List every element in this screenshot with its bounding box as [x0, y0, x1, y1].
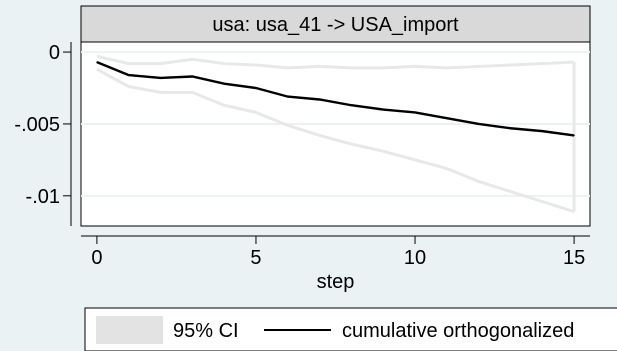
legend-line-label: cumulative orthogonalized [342, 320, 574, 342]
x-axis-title: step [317, 271, 355, 293]
data-point [318, 98, 321, 101]
facet-label: usa: usa_41 -> USA_import [212, 14, 459, 36]
legend-box [84, 307, 617, 351]
data-point [382, 108, 384, 111]
y-tick-label: -.005 [14, 114, 60, 136]
ci-lower-line [96, 67, 575, 214]
y-axis: 0 -.005 -.01 [14, 42, 72, 226]
data-point [350, 104, 353, 106]
facet-header: usa: usa_41 -> USA_import [80, 5, 591, 43]
data-point [191, 75, 193, 78]
x-tick-label: 5 [250, 247, 261, 269]
confidence-band [96, 54, 576, 214]
legend-ci-swatch [96, 316, 163, 344]
plot-area [80, 41, 591, 227]
data-point [128, 74, 130, 76]
data-point [478, 123, 480, 125]
data-point [414, 111, 416, 114]
data-point [446, 117, 448, 119]
series-line [96, 61, 575, 137]
ci-upper-line [96, 54, 575, 70]
y-tick-label: -.01 [26, 186, 60, 208]
data-point [223, 83, 225, 85]
data-point [96, 61, 98, 63]
grid-lines [81, 51, 590, 197]
data-point [509, 127, 512, 129]
x-tick-label: 0 [91, 247, 102, 269]
facet-header-box [80, 5, 591, 43]
legend: 95% CI cumulative orthogonalized [84, 307, 617, 351]
x-tick-label: 10 [404, 247, 426, 269]
series-group [96, 61, 575, 137]
data-point [573, 134, 575, 137]
data-point [287, 96, 289, 98]
x-axis: 0 5 10 15 [81, 235, 590, 269]
data-point [255, 87, 257, 89]
legend-ci-label: 95% CI [173, 320, 239, 342]
data-point [541, 130, 543, 132]
x-tick-label: 15 [563, 247, 585, 269]
y-tick-label: 0 [49, 42, 60, 64]
data-point [159, 77, 162, 79]
